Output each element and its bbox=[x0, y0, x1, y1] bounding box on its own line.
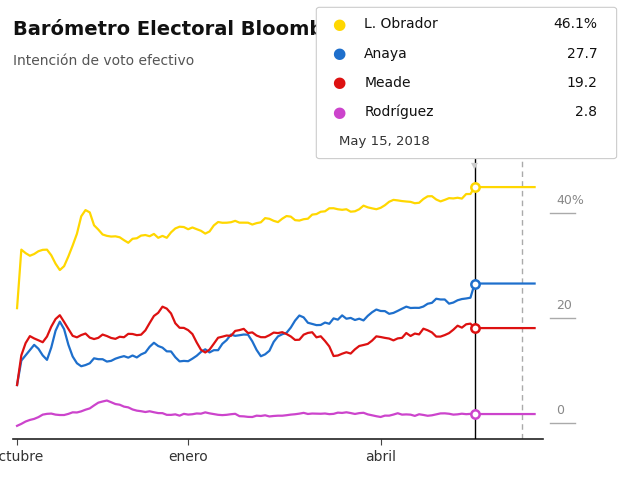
Text: ●: ● bbox=[332, 76, 345, 90]
Text: ●: ● bbox=[332, 105, 345, 120]
Text: Rodríguez: Rodríguez bbox=[364, 105, 434, 120]
Text: Meade: Meade bbox=[364, 76, 411, 90]
Text: Anaya: Anaya bbox=[364, 47, 408, 61]
Text: May 15, 2018: May 15, 2018 bbox=[339, 135, 429, 148]
Text: ●: ● bbox=[332, 17, 345, 32]
Text: 27.7: 27.7 bbox=[567, 47, 597, 61]
Text: ●: ● bbox=[332, 46, 345, 61]
Text: 19.2: 19.2 bbox=[567, 76, 597, 90]
Text: 46.1%: 46.1% bbox=[553, 18, 597, 31]
Text: Barómetro Electoral Bloomberg: Barómetro Electoral Bloomberg bbox=[13, 19, 360, 39]
Text: 0: 0 bbox=[556, 404, 564, 417]
Text: 20: 20 bbox=[556, 299, 572, 312]
Text: ▾: ▾ bbox=[471, 159, 478, 173]
Text: L. Obrador: L. Obrador bbox=[364, 18, 438, 31]
Text: Intención de voto efectivo: Intención de voto efectivo bbox=[13, 54, 194, 68]
Text: 40%: 40% bbox=[556, 194, 584, 207]
Text: 2.8: 2.8 bbox=[576, 105, 597, 119]
